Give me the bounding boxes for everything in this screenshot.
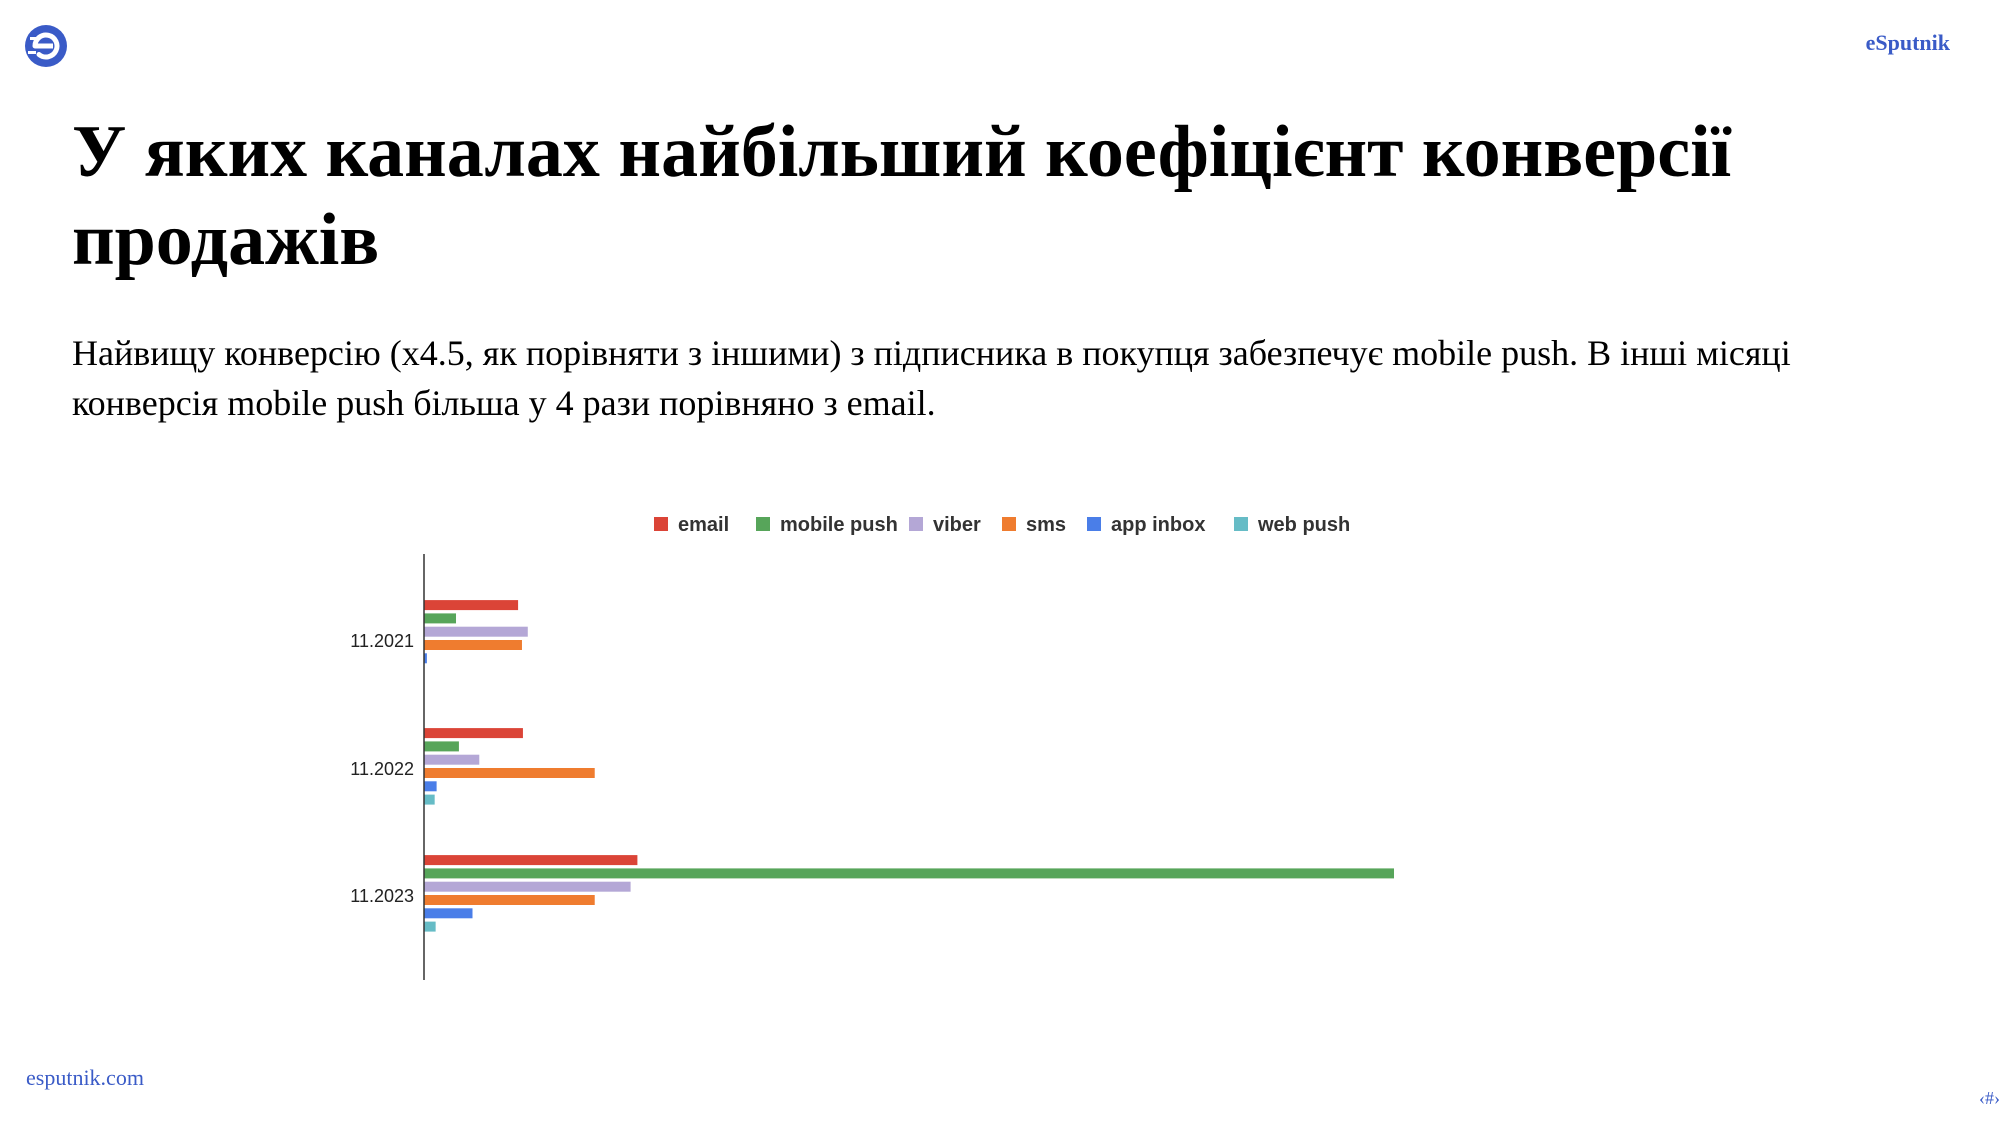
legend-swatch-0	[654, 517, 668, 531]
bar-0-4	[424, 653, 427, 664]
bar-1-5	[424, 794, 435, 805]
bar-2-4	[424, 908, 473, 919]
legend-label-1: mobile push	[780, 514, 898, 536]
slide-title: У яких каналах найбільший коефіцієнт кон…	[72, 111, 1732, 281]
legend-swatch-5	[1234, 517, 1248, 531]
legend-swatch-3	[1002, 517, 1016, 531]
category-label-2: 11.2023	[350, 886, 414, 906]
legend-label-3: sms	[1026, 514, 1066, 536]
legend-label-4: app inbox	[1111, 514, 1205, 536]
bar-0-2	[424, 626, 528, 637]
conversion-bar-chart: email mobile push viber sms app inbox web pus…	[350, 514, 1394, 980]
bar-1-3	[424, 768, 595, 778]
bar-0-3	[424, 640, 522, 650]
category-label-0: 11.2021	[350, 631, 414, 651]
bar-1-2	[424, 754, 480, 765]
bar-2-1	[424, 868, 1394, 879]
legend-label-0: email	[678, 514, 729, 536]
legend-label-2: viber	[933, 514, 981, 536]
bar-1-1	[424, 741, 459, 752]
slide-subtitle: Найвищу конверсію (x4.5, як порівняти з …	[72, 333, 1791, 423]
brand-name: eSputnik	[1865, 30, 1950, 55]
bar-2-3	[424, 895, 595, 905]
bar-2-5	[424, 921, 436, 932]
bar-1-4	[424, 781, 437, 792]
bar-2-2	[424, 881, 631, 892]
legend-swatch-2	[909, 517, 923, 531]
legend-swatch-4	[1087, 517, 1101, 531]
bar-0-1	[424, 613, 457, 624]
bar-1-0	[424, 728, 523, 739]
category-label-1: 11.2022	[350, 759, 414, 779]
legend-label-5: web push	[1257, 514, 1350, 536]
bar-0-0	[424, 600, 519, 611]
bar-2-0	[424, 855, 638, 866]
legend-swatch-1	[756, 517, 770, 531]
footer-website-link[interactable]: esputnik.com	[26, 1065, 144, 1090]
page-number: ‹#›	[1979, 1088, 2000, 1108]
esputnik-logo-icon	[25, 25, 67, 67]
